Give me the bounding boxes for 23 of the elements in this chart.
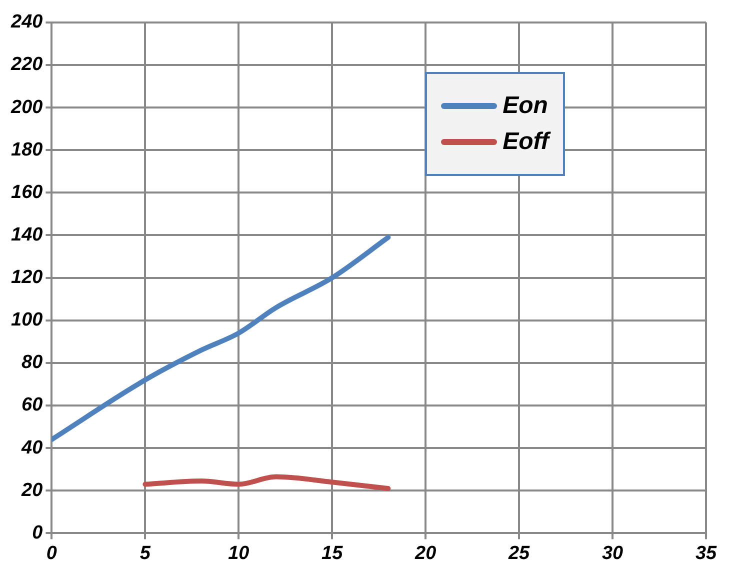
y-tick-label: 80 [22, 352, 44, 374]
y-tick-label: 60 [22, 394, 44, 416]
y-tick-label: 240 [10, 12, 44, 33]
x-tick-label: 30 [602, 542, 624, 564]
y-tick-label: 200 [10, 96, 44, 118]
y-tick-label: 40 [20, 437, 44, 458]
y-tick-label: 180 [11, 139, 44, 160]
x-tick-label: 15 [322, 542, 344, 564]
y-tick-label: 120 [11, 267, 44, 288]
x-tick-label: 20 [414, 542, 437, 564]
y-tick-label: 160 [11, 182, 44, 203]
y-tick-label: 20 [20, 480, 44, 501]
y-tick-label: 220 [10, 54, 44, 76]
y-tick-label: 100 [11, 310, 44, 331]
y-tick-label: 140 [11, 224, 44, 246]
x-tick-label: 10 [228, 542, 250, 564]
x-tick-label: 0 [46, 542, 58, 564]
legend-label: Eon [502, 92, 548, 120]
legend-label: Eoff [502, 128, 549, 156]
x-tick-label: 35 [695, 542, 717, 564]
x-tick-label: 25 [507, 542, 530, 564]
x-tick-label: 5 [140, 542, 151, 564]
y-tick-label: 0 [32, 522, 44, 544]
